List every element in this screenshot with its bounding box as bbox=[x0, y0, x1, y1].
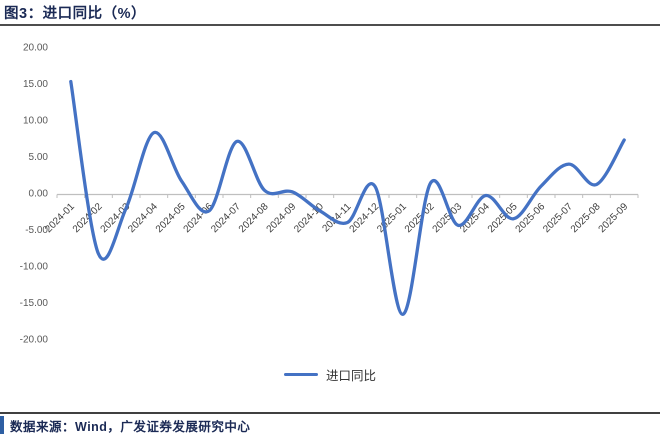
svg-text:-20.00: -20.00 bbox=[20, 335, 49, 346]
svg-text:2024-04: 2024-04 bbox=[126, 201, 160, 235]
svg-text:2024-08: 2024-08 bbox=[237, 201, 271, 235]
figure-title: 图3：进口同比（%） bbox=[4, 6, 146, 22]
svg-text:5.00: 5.00 bbox=[29, 152, 49, 163]
svg-text:0.00: 0.00 bbox=[29, 189, 49, 200]
svg-text:20.00: 20.00 bbox=[23, 43, 48, 54]
footer-divider bbox=[0, 412, 660, 414]
chart-legend: 进口同比 bbox=[0, 365, 660, 384]
source-text: 数据来源：Wind，广发证券发展研究中心 bbox=[10, 419, 251, 434]
svg-text:15.00: 15.00 bbox=[23, 79, 48, 90]
svg-text:2025-07: 2025-07 bbox=[541, 201, 575, 235]
svg-text:2024-09: 2024-09 bbox=[265, 201, 299, 235]
svg-text:2024-10: 2024-10 bbox=[292, 201, 326, 235]
legend-label: 进口同比 bbox=[325, 369, 376, 383]
source-note: 数据来源：Wind，广发证券发展研究中心 bbox=[0, 415, 660, 435]
import-yoy-line-chart: 20.00 15.00 10.00 5.00 0.00 -5.00 -10.00 -15.00… bbox=[20, 43, 639, 346]
svg-text:2025-08: 2025-08 bbox=[569, 201, 603, 235]
legend-line-swatch bbox=[283, 372, 318, 377]
svg-text:2025-09: 2025-09 bbox=[597, 201, 631, 235]
svg-text:-15.00: -15.00 bbox=[20, 298, 49, 309]
svg-text:10.00: 10.00 bbox=[23, 116, 48, 127]
svg-text:2024-01: 2024-01 bbox=[43, 201, 77, 235]
svg-text:2024-05: 2024-05 bbox=[154, 201, 188, 235]
svg-text:-5.00: -5.00 bbox=[25, 225, 48, 236]
source-accent-bar bbox=[0, 416, 4, 434]
svg-text:-10.00: -10.00 bbox=[20, 262, 49, 273]
title-divider bbox=[0, 24, 660, 26]
